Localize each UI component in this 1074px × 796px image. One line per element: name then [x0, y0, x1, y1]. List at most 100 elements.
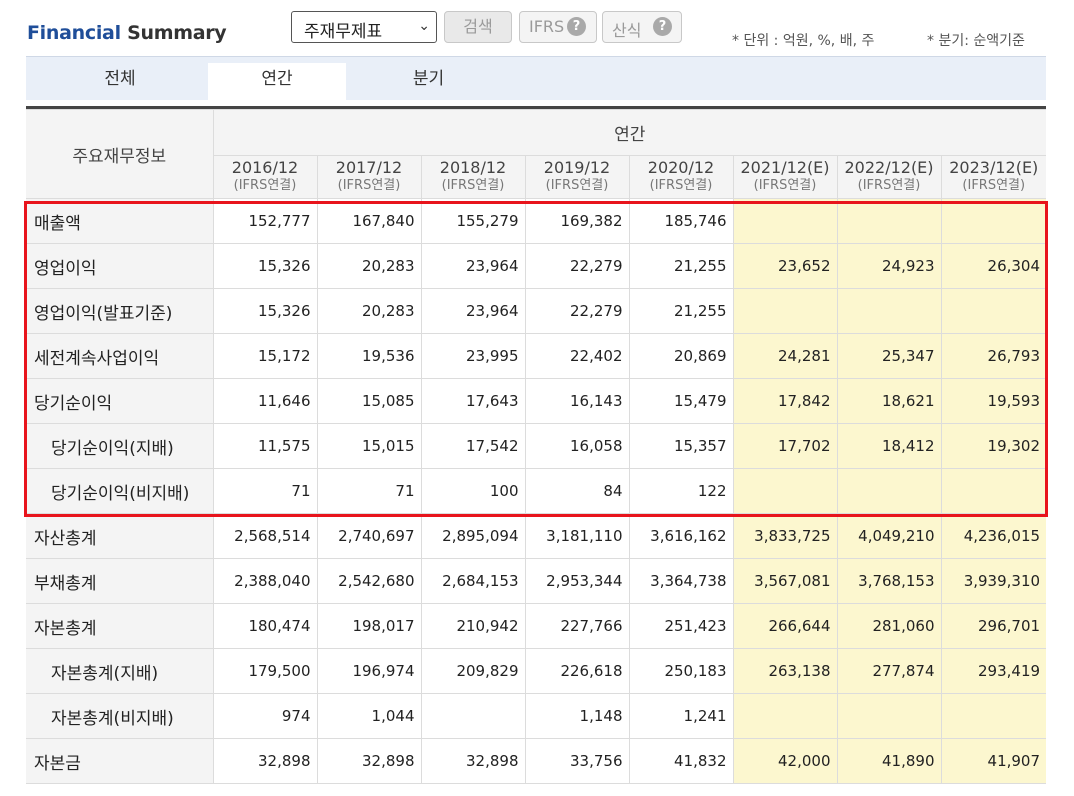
- period-header: 2020/12 (IFRS연결): [628, 155, 734, 199]
- value-cell: 2,568,514: [212, 513, 318, 559]
- value-cell: 41,832: [628, 738, 734, 784]
- statement-type-select[interactable]: 주재무제표 ⌄: [291, 11, 437, 43]
- tab-all[interactable]: 전체: [104, 69, 136, 89]
- value-cell: 4,049,210: [836, 513, 942, 559]
- value-cell: 19,302: [940, 423, 1047, 469]
- value-cell: 296,701: [940, 603, 1047, 649]
- value-cell: 3,833,725: [732, 513, 838, 559]
- table-row: 영업이익(발표기준) 15,326 20,283 23,964 22,279 21,255: [26, 288, 1047, 334]
- value-cell: 1,044: [316, 693, 422, 739]
- value-cell: 42,000: [732, 738, 838, 784]
- value-cell: 3,364,738: [628, 558, 734, 604]
- value-cell: 22,279: [524, 288, 630, 334]
- table-row: 자본금 32,898 32,898 32,898 33,756 41,832 42,000 4…: [26, 738, 1047, 784]
- value-cell: 3,181,110: [524, 513, 630, 559]
- row-label: 자본총계: [26, 603, 214, 649]
- value-cell: 17,643: [420, 378, 526, 424]
- value-cell: 15,326: [212, 288, 318, 334]
- value-cell: [420, 693, 526, 739]
- row-label: 세전계속사업이익: [26, 333, 214, 379]
- value-cell: 21,255: [628, 243, 734, 289]
- value-cell: 226,618: [524, 648, 630, 694]
- value-cell: 152,777: [212, 198, 318, 244]
- row-label: 당기순이익(지배): [26, 423, 214, 469]
- value-cell: 18,412: [836, 423, 942, 469]
- tab-annual[interactable]: 연간: [208, 63, 346, 101]
- row-label: 당기순이익(비지배): [26, 468, 214, 514]
- value-cell: 277,874: [836, 648, 942, 694]
- value-cell: 122: [628, 468, 734, 514]
- table-row: 자본총계 180,474 198,017 210,942 227,766 251,423 2…: [26, 603, 1047, 649]
- value-cell: 2,895,094: [420, 513, 526, 559]
- period-label: 2018/12: [439, 158, 507, 177]
- table-row: 당기순이익 11,646 15,085 17,643 16,143 15,479 17,84…: [26, 378, 1047, 424]
- period-header: 2022/12(E) (IFRS연결): [836, 155, 942, 199]
- row-label: 자산총계: [26, 513, 214, 559]
- period-basis: (IFRS연결): [857, 178, 921, 193]
- value-cell: 41,907: [940, 738, 1047, 784]
- value-cell: 15,357: [628, 423, 734, 469]
- ifrs-help-button[interactable]: IFRS ?: [519, 11, 597, 43]
- value-cell: 26,793: [940, 333, 1047, 379]
- value-cell: 209,829: [420, 648, 526, 694]
- table-row: 자산총계 2,568,514 2,740,697 2,895,094 3,181,110…: [26, 513, 1047, 559]
- value-cell: 281,060: [836, 603, 942, 649]
- value-cell: [940, 468, 1047, 514]
- row-label: 부채총계: [26, 558, 214, 604]
- row-label: 매출액: [26, 198, 214, 244]
- value-cell: 3,616,162: [628, 513, 734, 559]
- value-cell: 32,898: [316, 738, 422, 784]
- value-cell: 11,575: [212, 423, 318, 469]
- value-cell: 167,840: [316, 198, 422, 244]
- value-cell: 196,974: [316, 648, 422, 694]
- search-button[interactable]: 검색: [444, 11, 512, 43]
- value-cell: 251,423: [628, 603, 734, 649]
- title-financial: Financial: [27, 22, 121, 44]
- value-cell: 16,058: [524, 423, 630, 469]
- label-column-header: 주요재무정보: [26, 109, 214, 199]
- value-cell: 84: [524, 468, 630, 514]
- period-header: 2017/12 (IFRS연결): [316, 155, 422, 199]
- period-label: 2021/12(E): [740, 158, 830, 177]
- period-label: 2020/12: [647, 158, 715, 177]
- value-cell: 33,756: [524, 738, 630, 784]
- value-cell: 17,702: [732, 423, 838, 469]
- value-cell: 20,283: [316, 288, 422, 334]
- period-basis: (IFRS연결): [545, 178, 609, 193]
- table-row: 당기순이익(지배) 11,575 15,015 17,542 16,058 15,357 1…: [26, 423, 1047, 469]
- formula-label: 산식: [612, 21, 642, 40]
- financial-summary-table: 주요재무정보 연간 2016/12 (IFRS연결) 2017/12 (IFRS연결)…: [26, 109, 1047, 784]
- value-cell: 1,148: [524, 693, 630, 739]
- value-cell: 25,347: [836, 333, 942, 379]
- value-cell: 266,644: [732, 603, 838, 649]
- period-label: 2022/12(E): [844, 158, 934, 177]
- value-cell: 15,015: [316, 423, 422, 469]
- table-row: 매출액 152,777 167,840 155,279 169,382 185,746: [26, 198, 1047, 244]
- value-cell: 19,536: [316, 333, 422, 379]
- question-mark-icon: ?: [653, 17, 672, 36]
- value-cell: 15,326: [212, 243, 318, 289]
- ifrs-label: IFRS: [529, 17, 565, 36]
- value-cell: [836, 468, 942, 514]
- period-header: 2021/12(E) (IFRS연결): [732, 155, 838, 199]
- tab-quarter[interactable]: 분기: [412, 69, 445, 89]
- period-tabs: 전체 연간 분기: [26, 56, 1046, 101]
- value-cell: 263,138: [732, 648, 838, 694]
- value-cell: 155,279: [420, 198, 526, 244]
- period-header: 2018/12 (IFRS연결): [420, 155, 526, 199]
- value-cell: [732, 198, 838, 244]
- formula-help-button[interactable]: 산식 ?: [602, 11, 682, 43]
- page-title: Financial Summary: [27, 22, 227, 44]
- value-cell: 3,567,081: [732, 558, 838, 604]
- row-label: 자본금: [26, 738, 214, 784]
- value-cell: 15,085: [316, 378, 422, 424]
- value-cell: 32,898: [420, 738, 526, 784]
- value-cell: 24,281: [732, 333, 838, 379]
- value-cell: [732, 693, 838, 739]
- chevron-down-icon: ⌄: [418, 18, 430, 34]
- period-basis: (IFRS연결): [649, 178, 713, 193]
- table-row: 부채총계 2,388,040 2,542,680 2,684,153 2,953,344…: [26, 558, 1047, 604]
- period-basis: (IFRS연결): [441, 178, 505, 193]
- value-cell: 22,279: [524, 243, 630, 289]
- value-cell: 41,890: [836, 738, 942, 784]
